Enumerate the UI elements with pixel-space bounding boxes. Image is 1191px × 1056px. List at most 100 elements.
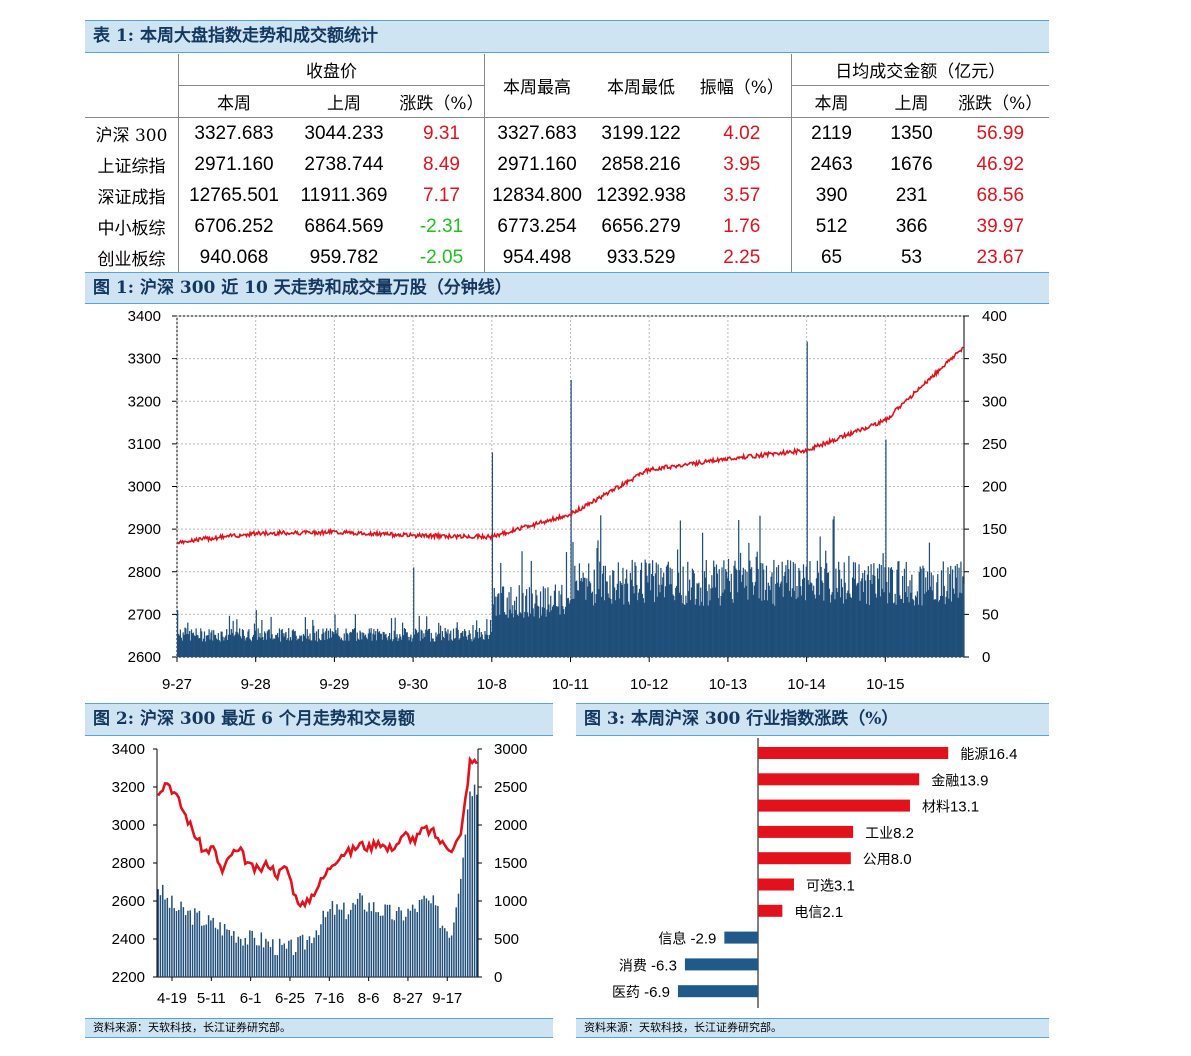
volume-bar xyxy=(200,628,202,657)
volume-bar xyxy=(956,563,958,657)
volume-bar xyxy=(755,556,757,657)
volume-bar xyxy=(446,633,448,657)
volume-bar xyxy=(405,632,407,657)
volume-bar xyxy=(902,602,905,657)
turnover-bar xyxy=(281,944,283,977)
volume-bar xyxy=(425,629,427,657)
volume-bar xyxy=(337,627,339,657)
volume-bar xyxy=(553,590,556,657)
turnover-bar xyxy=(269,947,272,977)
volume-bar xyxy=(530,560,532,657)
volume-bar xyxy=(379,633,381,657)
volume-bar xyxy=(764,600,766,657)
turnover-bar xyxy=(194,908,196,977)
volume-bar xyxy=(655,562,657,657)
volume-bar xyxy=(612,570,614,657)
volume-bar xyxy=(838,561,840,657)
volume-bar xyxy=(900,599,902,657)
volume-bar xyxy=(191,633,194,657)
cell-close-last: 2738.744 xyxy=(304,153,384,175)
cell-close-last: 6864.569 xyxy=(304,215,384,237)
volume-bar xyxy=(795,599,797,657)
volume-bar xyxy=(954,565,956,657)
volume-bar xyxy=(189,630,191,657)
volume-bar xyxy=(637,600,639,657)
volume-bar xyxy=(759,515,761,657)
turnover-bar xyxy=(354,904,357,977)
turnover-bar xyxy=(400,910,402,977)
cell-to-this: 2463 xyxy=(790,149,872,180)
turnover-bar xyxy=(200,925,203,977)
turnover-bar xyxy=(384,904,386,977)
volume-bar xyxy=(288,628,290,657)
volume-bar xyxy=(802,564,805,657)
y-tick-left: 3200 xyxy=(112,779,145,796)
turnover-bar xyxy=(398,906,400,977)
volume-bar xyxy=(344,640,346,657)
turnover-bar xyxy=(356,898,359,977)
cell-low: 2858.216 xyxy=(601,153,681,175)
volume-bar xyxy=(739,552,742,657)
turnover-bar xyxy=(409,910,412,977)
volume-bar xyxy=(500,562,502,657)
volume-bar xyxy=(605,581,607,657)
volume-bar xyxy=(508,592,510,657)
volume-bar xyxy=(865,603,868,657)
bar-label: 公用8.0 xyxy=(863,851,912,868)
volume-bar xyxy=(849,593,851,657)
bar-label: 工业8.2 xyxy=(865,825,914,842)
volume-bar xyxy=(746,571,748,657)
volume-bar xyxy=(651,573,653,657)
cell-to-last: 1676 xyxy=(890,153,933,175)
volume-bar xyxy=(772,603,774,657)
cell-high: 6773.254 xyxy=(484,211,590,242)
cell-to-last: 53 xyxy=(900,246,923,268)
volume-bar xyxy=(588,563,590,657)
volume-bar xyxy=(901,575,904,657)
volume-bar xyxy=(679,520,681,657)
turnover-bar xyxy=(164,899,166,977)
volume-bar xyxy=(192,632,194,657)
volume-bar xyxy=(468,630,470,657)
volume-bar xyxy=(751,567,753,657)
volume-bar xyxy=(611,603,613,657)
volume-bar xyxy=(826,572,829,657)
volume-bar xyxy=(301,635,303,657)
fig3-source: 资料来源：天软科技，长江证券研究部。 xyxy=(576,1018,1049,1038)
volume-bar xyxy=(501,586,504,657)
volume-bar xyxy=(555,606,557,657)
cell-close-chg: 8.49 xyxy=(423,153,460,175)
turnover-bar xyxy=(368,902,370,977)
turnover-bar xyxy=(352,902,354,977)
volume-bar xyxy=(936,582,938,657)
volume-bar xyxy=(211,630,213,657)
turnover-bar xyxy=(283,943,285,977)
x-tick-label: 8-6 xyxy=(358,990,380,1007)
volume-bar xyxy=(591,591,594,657)
volume-bar xyxy=(409,636,411,657)
cell-to-this: 390 xyxy=(790,180,872,211)
volume-bar xyxy=(876,597,878,657)
volume-bar xyxy=(188,634,190,657)
volume-bar xyxy=(389,639,392,657)
y-tick-left: 3400 xyxy=(128,308,161,325)
y-tick-right: 50 xyxy=(982,606,999,623)
volume-bar xyxy=(786,582,788,657)
turnover-bar xyxy=(322,910,324,977)
volume-bar xyxy=(785,565,787,657)
volume-bar xyxy=(340,637,343,657)
volume-bar xyxy=(773,559,775,657)
volume-bar xyxy=(807,580,809,657)
volume-bar xyxy=(901,598,903,657)
volume-bar xyxy=(805,566,807,657)
volume-bar xyxy=(698,582,700,657)
turnover-bar xyxy=(272,939,274,977)
volume-bar xyxy=(723,560,725,657)
volume-bar xyxy=(797,597,799,657)
volume-bar xyxy=(559,614,561,657)
volume-bar xyxy=(543,607,545,657)
fig2-source: 资料来源：天软科技，长江证券研究部。 xyxy=(85,1018,553,1038)
volume-bar xyxy=(842,603,844,657)
volume-bar xyxy=(353,628,356,657)
volume-bar xyxy=(715,564,718,657)
